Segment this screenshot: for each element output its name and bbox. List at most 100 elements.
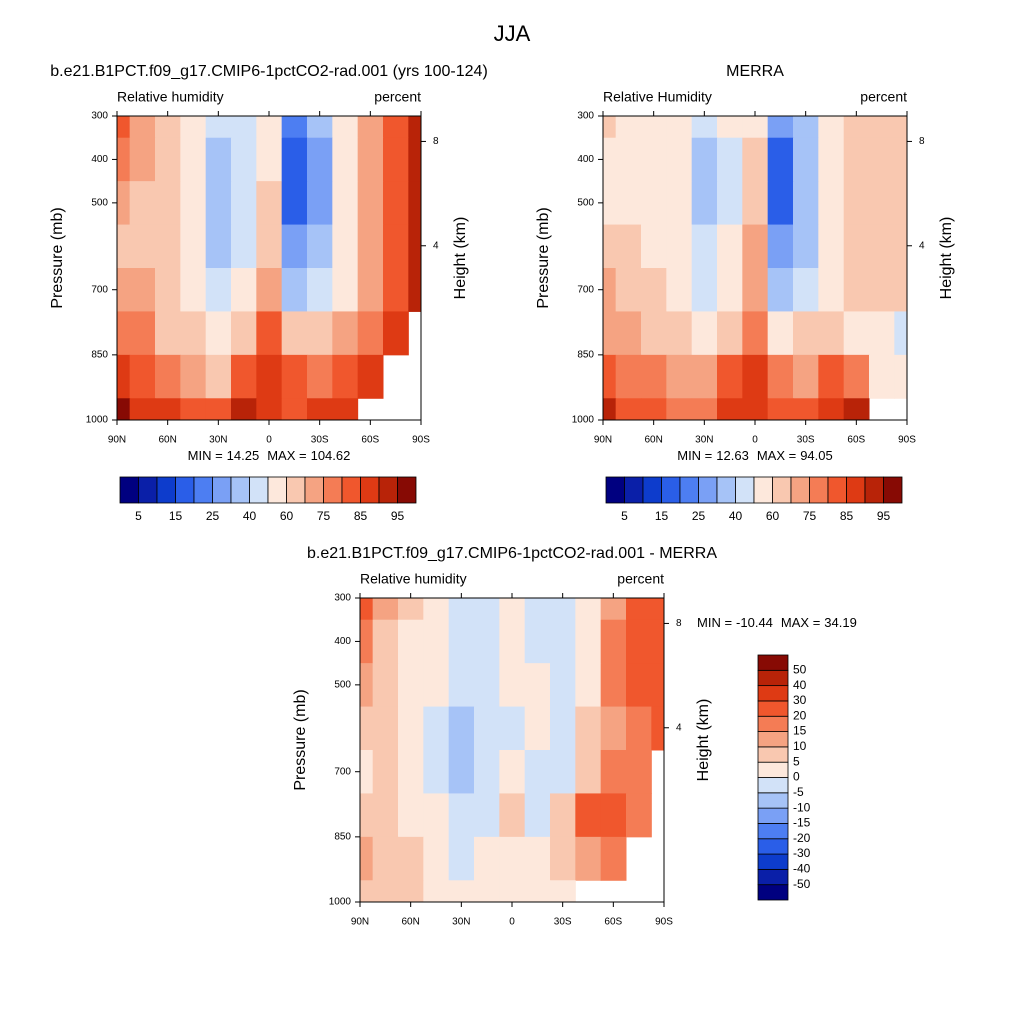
- colorbar-label: 20: [793, 708, 807, 722]
- y-axis-label: Pressure (mb): [535, 207, 552, 308]
- colorbar-label: 40: [793, 678, 807, 692]
- contour-cell: [641, 181, 667, 226]
- colorbar-box: [605, 476, 625, 504]
- contour-cell: [423, 750, 450, 794]
- colorbar-box: [757, 777, 789, 794]
- contour-cell: [894, 181, 908, 226]
- contour-cell: [767, 311, 794, 356]
- x-tick-label: 90S: [412, 435, 430, 446]
- contour-cell: [742, 181, 769, 226]
- colorbar-box: [267, 476, 287, 504]
- contour-cell: [843, 268, 870, 312]
- y-tick-label: 300: [577, 111, 594, 122]
- contour-cell: [641, 137, 667, 182]
- y-tick-label: 400: [577, 154, 594, 165]
- contour-cell: [398, 663, 424, 708]
- contour-cell: [423, 619, 450, 664]
- contour-cell: [894, 311, 908, 356]
- contour-cell: [448, 619, 475, 664]
- contour-cell: [281, 116, 308, 139]
- left-label: Relative humidity: [360, 571, 467, 587]
- contour-cell: [600, 750, 627, 794]
- contour-cell: [474, 793, 500, 838]
- contour-cell: [281, 137, 308, 182]
- contour-cell: [615, 224, 642, 269]
- right-label: percent: [860, 89, 907, 105]
- contour-cell: [691, 137, 718, 182]
- contour-cell: [231, 137, 257, 182]
- contour-cell: [129, 181, 156, 226]
- contour-cell: [117, 224, 131, 269]
- panel-title: b.e21.B1PCT.f09_g17.CMIP6-1pctCO2-rad.00…: [307, 545, 717, 562]
- contour-cell: [626, 793, 652, 838]
- contour-cell: [615, 268, 642, 312]
- contour-cell: [894, 116, 908, 139]
- contour-cell: [372, 750, 399, 794]
- contour-cell: [600, 598, 627, 621]
- contour-field: [117, 116, 422, 421]
- contour-cell: [793, 224, 819, 269]
- contour-cell: [383, 311, 409, 356]
- contour-cell: [129, 354, 156, 399]
- contour-cell: [372, 706, 399, 751]
- contour-cell: [360, 706, 374, 751]
- contour-cell: [231, 311, 257, 356]
- contour-cell: [717, 398, 743, 421]
- contour-cell: [448, 598, 475, 621]
- contour-cell: [666, 224, 693, 269]
- y2-tick-label: 8: [676, 618, 682, 629]
- panel-title: MERRA: [726, 63, 784, 80]
- colorbar-label: -40: [793, 862, 811, 876]
- contour-cell: [372, 663, 399, 708]
- contour-cell: [742, 137, 769, 182]
- contour-cell: [256, 311, 283, 356]
- contour-cell: [524, 619, 551, 664]
- y-tick-label: 850: [91, 349, 108, 360]
- colorbar-box: [193, 476, 213, 504]
- contour-cell: [360, 598, 374, 621]
- y-tick-label: 1000: [572, 415, 595, 426]
- contour-cell: [818, 181, 845, 226]
- colorbar-label: 10: [793, 739, 807, 753]
- contour-cell: [281, 311, 308, 356]
- colorbar-box: [757, 685, 789, 702]
- y-axis-label: Pressure (mb): [292, 689, 309, 790]
- contour-cell: [357, 137, 384, 182]
- colorbar-label: -5: [793, 785, 804, 799]
- contour-cell: [155, 137, 181, 182]
- contour-cell: [550, 836, 576, 881]
- contour-cell: [641, 354, 667, 399]
- contour-cell: [742, 311, 769, 356]
- contour-cell: [448, 880, 475, 903]
- y-axis-label: Pressure (mb): [49, 207, 66, 308]
- contour-cell: [818, 224, 845, 269]
- contour-cell: [357, 354, 384, 399]
- contour-cell: [524, 793, 551, 838]
- contour-cell: [155, 398, 181, 421]
- y2-tick-label: 4: [433, 240, 439, 251]
- y-tick-label: 400: [91, 154, 108, 165]
- contour-cell: [398, 706, 424, 751]
- contour-cell: [600, 836, 627, 881]
- colorbar-label: 85: [840, 509, 854, 523]
- contour-cell: [600, 663, 627, 708]
- contour-cell: [398, 750, 424, 794]
- x-tick-label: 0: [509, 917, 515, 928]
- contour-cell: [793, 137, 819, 182]
- x-tick-label: 0: [266, 435, 272, 446]
- contour-cell: [180, 224, 207, 269]
- contour-cell: [231, 181, 257, 226]
- contour-field: [603, 116, 908, 421]
- colorbar-label: 15: [793, 724, 807, 738]
- y2-axis-label: Height (km): [452, 217, 469, 300]
- y-tick-label: 300: [91, 111, 108, 122]
- contour-cell: [205, 311, 232, 356]
- contour-cell: [575, 750, 602, 794]
- contour-cell: [357, 311, 384, 356]
- contour-cell: [332, 311, 359, 356]
- contour-cell: [869, 354, 895, 399]
- contour-cell: [256, 137, 283, 182]
- x-tick-label: 30N: [209, 435, 227, 446]
- contour-cell: [894, 224, 908, 269]
